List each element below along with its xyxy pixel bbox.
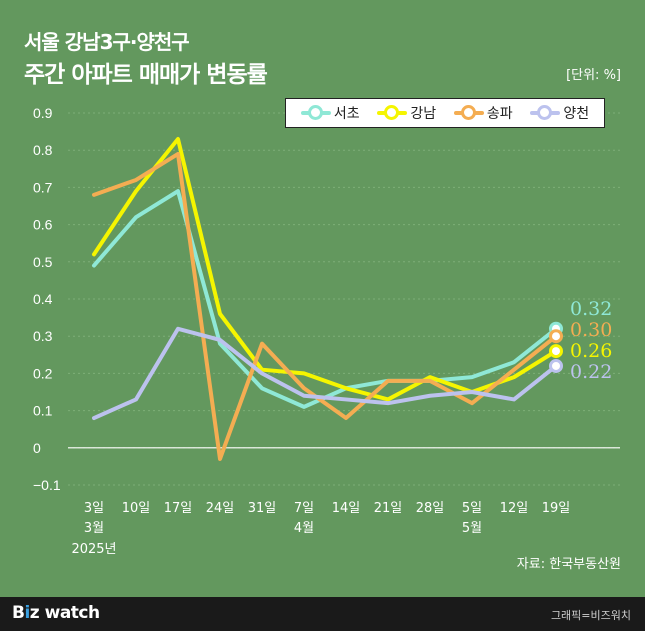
line-chart: −0.1 0 0.1 0.2 0.3 0.4 0.5 0.6 0.7 0.8 0.9 3일 3월 10일 1… bbox=[33, 105, 620, 557]
legend-swatch-gangnam bbox=[377, 105, 408, 120]
y-tick-label: 0.1 bbox=[33, 403, 53, 419]
y-tick-label: 0.2 bbox=[33, 365, 53, 381]
x-tick-label: 10일 bbox=[122, 501, 151, 516]
end-value-label: 0.22 bbox=[570, 361, 612, 383]
x-month-label: 4월 bbox=[294, 521, 314, 536]
x-month-label: 5월 bbox=[462, 521, 482, 536]
end-value-label: 0.32 bbox=[570, 298, 612, 320]
footer-bar: Biz watch 그래픽=비즈워치 bbox=[0, 597, 645, 631]
chart-title-line1: 서울 강남3구·양천구 bbox=[24, 30, 190, 54]
y-tick-label: 0.3 bbox=[33, 328, 53, 344]
x-tick-label: 3일 bbox=[84, 501, 104, 516]
end-point-강남 bbox=[549, 344, 563, 359]
series-line-양천 bbox=[92, 326, 558, 421]
x-tick-label: 5일 bbox=[462, 501, 482, 516]
legend-label-yangcheon: 양천 bbox=[563, 106, 590, 122]
x-year-label: 2025년 bbox=[71, 542, 116, 557]
end-point-양천 bbox=[549, 358, 563, 373]
y-tick-label: 0.5 bbox=[33, 254, 53, 270]
end-value-label: 0.26 bbox=[570, 340, 612, 362]
legend-label-gangnam: 강남 bbox=[410, 106, 437, 122]
series-line-강남 bbox=[92, 137, 558, 402]
y-tick-label: 0.8 bbox=[33, 142, 53, 158]
y-tick-label: 0.6 bbox=[33, 217, 53, 233]
x-tick-label: 19일 bbox=[542, 501, 571, 516]
x-tick-label: 31일 bbox=[248, 501, 277, 516]
legend-item-songpa: 송파 bbox=[453, 103, 513, 123]
bizwatch-logo: Biz watch bbox=[12, 603, 100, 623]
x-month-label: 3월 bbox=[84, 521, 104, 536]
y-tick-label: 0.9 bbox=[33, 105, 53, 121]
x-tick-label: 21일 bbox=[374, 501, 403, 516]
legend-label-seocho: 서초 bbox=[333, 106, 360, 122]
x-tick-label: 7일 bbox=[294, 501, 314, 516]
x-tick-label: 14일 bbox=[332, 501, 361, 516]
legend-item-gangnam: 강남 bbox=[377, 103, 436, 123]
chart-legend: 서초 강남 송파 양천 bbox=[285, 98, 605, 128]
legend-swatch-songpa bbox=[453, 105, 484, 120]
y-tick-label: 0 bbox=[33, 440, 41, 456]
graphic-credit: 그래픽=비즈워치 bbox=[550, 609, 631, 622]
unit-label: [단위: %] bbox=[566, 68, 621, 83]
legend-item-yangcheon: 양천 bbox=[530, 103, 589, 123]
y-tick-label: −0.1 bbox=[33, 477, 61, 493]
end-value-label: 0.30 bbox=[570, 319, 612, 341]
end-point-송파 bbox=[549, 329, 563, 344]
x-tick-label: 17일 bbox=[164, 501, 193, 516]
chart-title-line2: 주간 아파트 매매가 변동률 bbox=[24, 62, 268, 88]
legend-swatch-seocho bbox=[300, 105, 331, 120]
legend-label-songpa: 송파 bbox=[486, 106, 513, 122]
source-label: 자료: 한국부동산원 bbox=[516, 557, 621, 572]
series-line-송파 bbox=[92, 151, 558, 461]
x-tick-label: 24일 bbox=[206, 501, 235, 516]
x-tick-label: 28일 bbox=[416, 501, 445, 516]
legend-item-seocho: 서초 bbox=[300, 103, 360, 123]
legend-swatch-yangcheon bbox=[530, 105, 561, 120]
y-tick-label: 0.4 bbox=[33, 291, 53, 307]
y-tick-label: 0.7 bbox=[33, 179, 53, 195]
x-tick-label: 12일 bbox=[500, 501, 529, 516]
